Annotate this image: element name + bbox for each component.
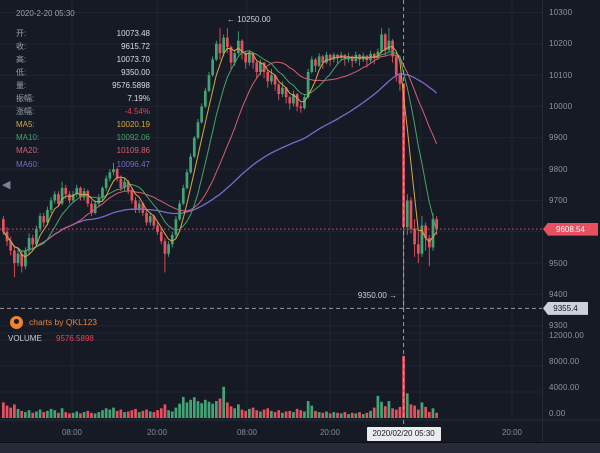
last-price-badge: 9608.54 — [543, 222, 598, 236]
legend-row-ma20: MA20: 10109.86 — [16, 146, 150, 156]
legend-row-ma10: MA10: 10092.06 — [16, 133, 150, 143]
legend-row-ma5: MA5: 10020.19 — [16, 120, 150, 130]
time-axis-label: 08:00 — [236, 428, 258, 437]
bottom-scrollbar[interactable] — [0, 442, 600, 453]
qkl123-logo-text: charts by QKL123 — [29, 317, 98, 327]
volume-axis-label: 8000.00 — [549, 356, 580, 366]
qkl123-logo-icon — [10, 315, 23, 329]
low-price-annotation: 9350.00 → — [357, 291, 397, 300]
time-axis-label: 20:00 — [146, 428, 168, 437]
qkl123-watermark[interactable]: charts by QKL123 — [10, 315, 97, 329]
legend-row-change: 涨幅: -4.54% — [16, 107, 150, 117]
legend-row-low: 低: 9350.00 — [16, 67, 150, 77]
legend-row-open: 开: 10073.48 — [16, 28, 150, 38]
scroll-left-icon[interactable]: ◀ — [2, 179, 11, 191]
price-axis-label: 9700 — [549, 195, 568, 205]
volume-axis-label: 4000.00 — [549, 382, 580, 392]
price-axis-label: 9500 — [549, 258, 568, 268]
volume-value: 9576.5898 — [56, 334, 94, 343]
crosshair-price-badge: 9355.4 — [543, 301, 588, 315]
price-axis-label: 10200 — [549, 39, 573, 49]
legend-row-high: 高: 10073.70 — [16, 54, 150, 64]
time-axis-label: 08:00 — [61, 428, 83, 437]
price-axis-label: 9400 — [549, 289, 568, 299]
price-axis-label: 10000 — [549, 101, 573, 111]
price-axis-border — [542, 0, 543, 442]
price-axis-label: 9300 — [549, 321, 568, 331]
legend-row-close: 收: 9615.72 — [16, 41, 150, 51]
volume-axis-label: 12000.00 — [549, 330, 584, 340]
volume-axis-label: 0.00 — [549, 408, 566, 418]
price-axis-label: 10100 — [549, 70, 573, 80]
legend-date: 2020-2-20 05:30 — [16, 9, 75, 18]
time-axis-label: 20:00 — [319, 428, 341, 437]
volume-pane-header: VOLUME 9576.5898 — [8, 334, 94, 343]
volume-label: VOLUME — [8, 334, 42, 343]
time-axis-label: 20:00 — [501, 428, 523, 437]
legend-row-amplitude: 振幅: 7.19% — [16, 94, 150, 103]
high-price-annotation: ← 10250.00 — [227, 15, 271, 24]
crosshair-time-badge: 2020/02/20 05:30 — [366, 427, 441, 441]
price-axis[interactable]: 10300 10200 10100 10000 9900 9800 9700 9500 9400… — [542, 0, 600, 442]
price-axis-label: 9800 — [549, 164, 568, 174]
legend-row-volume: 量: 9576.5898 — [16, 80, 150, 90]
price-axis-label: 10300 — [549, 8, 573, 18]
legend-row-ma60: MA60: 10096.47 — [16, 159, 150, 169]
time-axis[interactable]: 08:00 20:00 08:00 20:00 20:00 — [0, 0, 600, 442]
price-axis-label: 9900 — [549, 133, 568, 143]
